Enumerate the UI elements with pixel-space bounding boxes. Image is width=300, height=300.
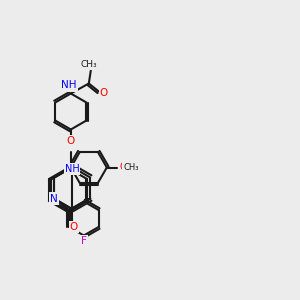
Text: O: O <box>70 222 78 232</box>
Text: NH: NH <box>64 164 80 174</box>
Text: F: F <box>81 236 87 247</box>
Text: NH: NH <box>61 80 76 91</box>
Text: O: O <box>119 163 127 172</box>
Text: O: O <box>100 88 108 98</box>
Text: CH₃: CH₃ <box>80 60 97 69</box>
Text: CH₃: CH₃ <box>123 163 139 172</box>
Text: N: N <box>50 194 58 203</box>
Text: O: O <box>67 136 75 146</box>
